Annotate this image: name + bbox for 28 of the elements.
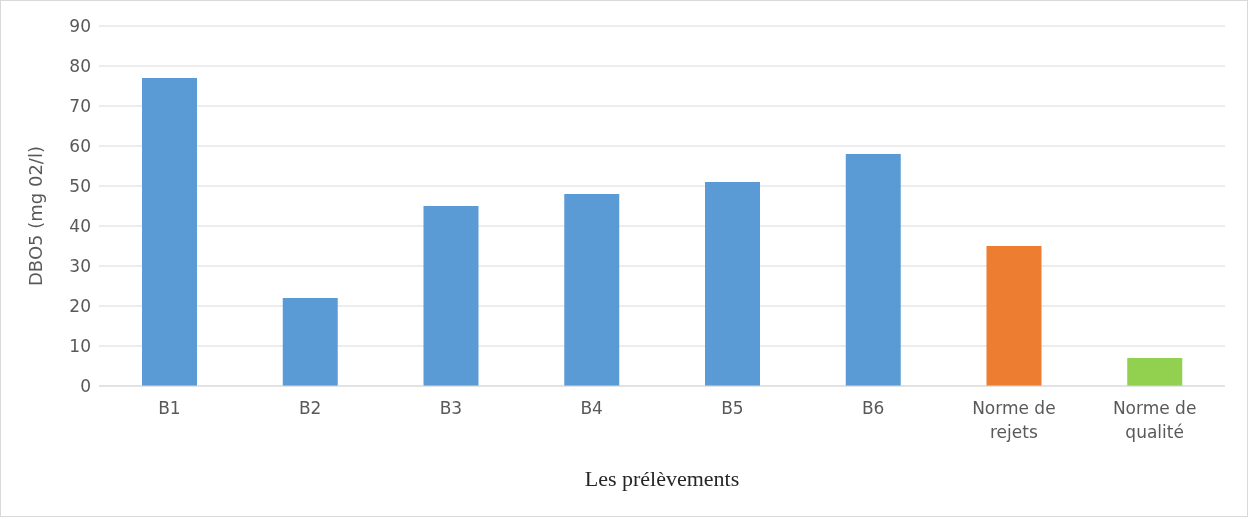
x-tick-label: Norme de rejets (972, 398, 1056, 442)
x-axis-title: Les prélèvements (584, 466, 740, 491)
x-tick-label: B6 (861, 398, 885, 418)
bar (986, 246, 1042, 386)
bar (282, 298, 338, 386)
y-tick-label: 70 (69, 96, 91, 117)
bar (1127, 358, 1183, 386)
y-tick-label: 60 (69, 136, 91, 157)
bar (705, 182, 760, 386)
x-tick-label: B3 (439, 398, 463, 418)
y-tick-label: 10 (69, 336, 91, 357)
y-tick-label: 20 (69, 296, 91, 317)
x-tick-label: B5 (721, 398, 744, 418)
x-tick-label: B2 (298, 398, 322, 418)
x-tick-label: Norme de qualité (1112, 398, 1197, 442)
bar (142, 78, 197, 386)
x-tick-label: B1 (158, 398, 181, 418)
bar (845, 154, 901, 386)
bar (564, 194, 620, 386)
bar (423, 206, 479, 386)
y-tick-label: 80 (69, 56, 91, 77)
y-axis-title: DBO5 (mg 02/l) (25, 146, 47, 286)
y-tick-label: 40 (69, 216, 91, 237)
y-tick-label: 50 (69, 176, 91, 197)
y-tick-label: 0 (80, 376, 91, 397)
x-tick-label: B4 (580, 398, 603, 418)
y-tick-label: 90 (69, 16, 91, 37)
y-tick-label: 30 (69, 256, 91, 277)
